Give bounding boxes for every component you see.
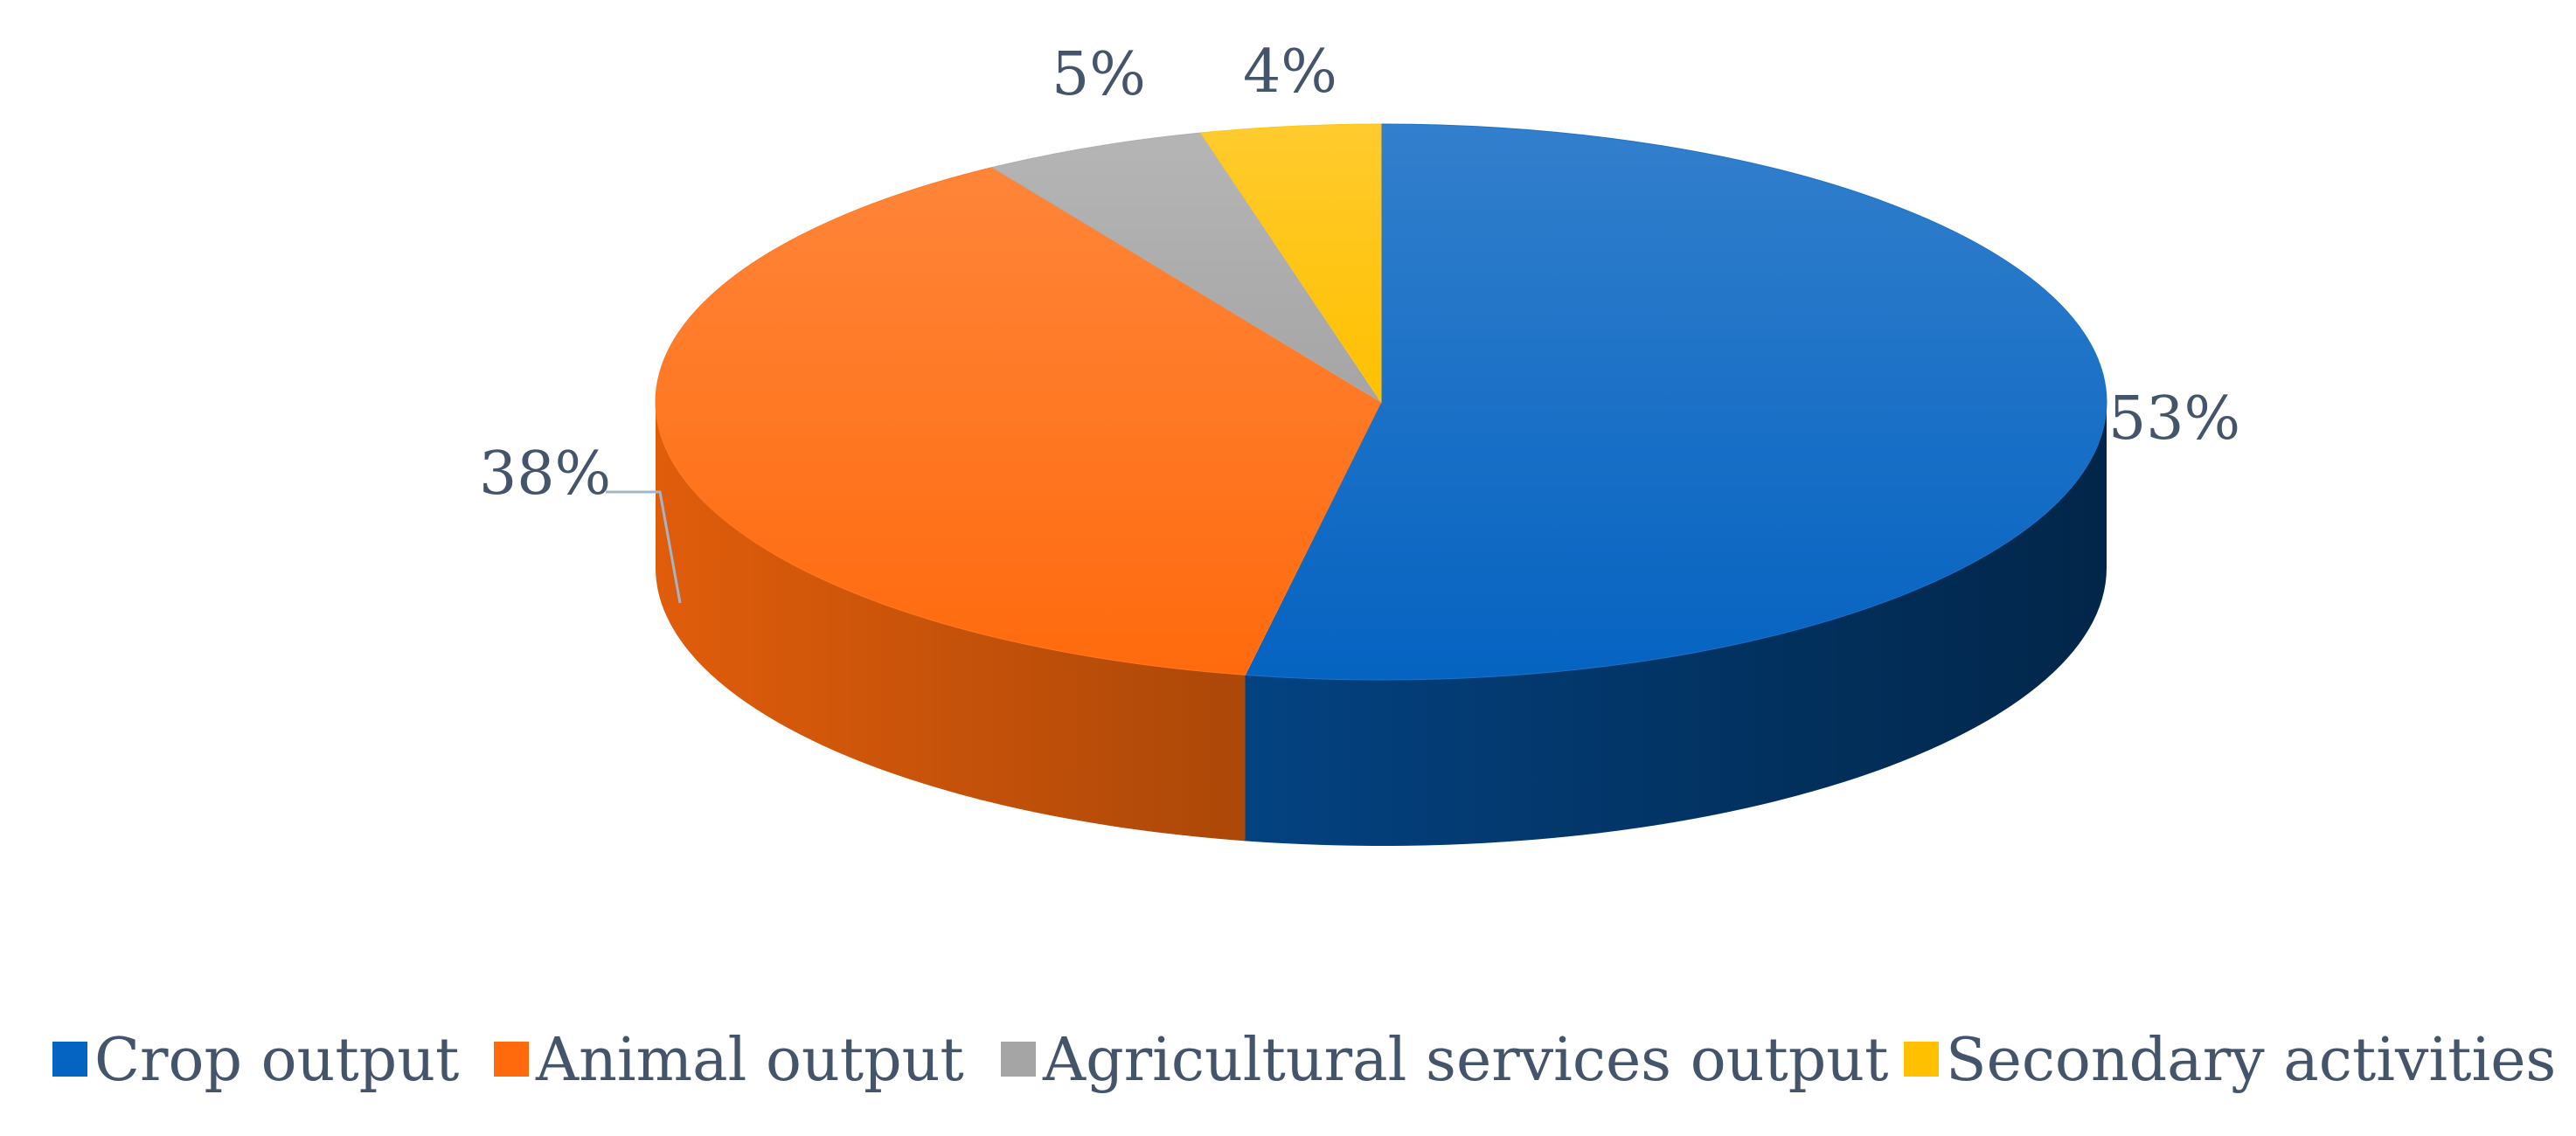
data-label-0: 53% bbox=[2108, 384, 2240, 454]
legend-item-2: Agricultural services output bbox=[1001, 1026, 1888, 1095]
legend-label-3: Secondary activities bbox=[1946, 1026, 2556, 1095]
pie-side-1 bbox=[656, 402, 1246, 842]
legend-item-0: Crop output bbox=[52, 1026, 459, 1095]
pie-side-0 bbox=[1245, 402, 2107, 846]
legend-label-1: Animal output bbox=[535, 1026, 964, 1095]
pie-slice-1 bbox=[655, 166, 1382, 675]
pie-labels: 53% 38% 5% 4% bbox=[479, 38, 2240, 604]
legend-swatch-3 bbox=[1904, 1042, 1939, 1077]
legend-swatch-0 bbox=[52, 1042, 87, 1077]
legend-item-3: Secondary activities bbox=[1904, 1026, 2556, 1095]
pie-sides bbox=[656, 402, 2107, 846]
legend-label-2: Agricultural services output bbox=[1042, 1026, 1888, 1095]
leader-line-1 bbox=[606, 490, 682, 604]
legend: Crop output Animal output Agricultural ser… bbox=[52, 1026, 2556, 1095]
legend-label-0: Crop output bbox=[94, 1026, 459, 1095]
pie-tops bbox=[655, 123, 2107, 681]
legend-swatch-1 bbox=[494, 1042, 529, 1077]
legend-swatch-2 bbox=[1001, 1042, 1036, 1077]
pie-slice-2 bbox=[990, 132, 1382, 403]
data-label-2: 5% bbox=[1052, 40, 1146, 109]
pie-slice-3 bbox=[1199, 123, 1382, 404]
pie-slice-0 bbox=[1244, 123, 2107, 681]
data-label-3: 4% bbox=[1243, 38, 1337, 107]
data-label-1: 38% bbox=[479, 440, 611, 509]
legend-item-1: Animal output bbox=[494, 1026, 964, 1095]
